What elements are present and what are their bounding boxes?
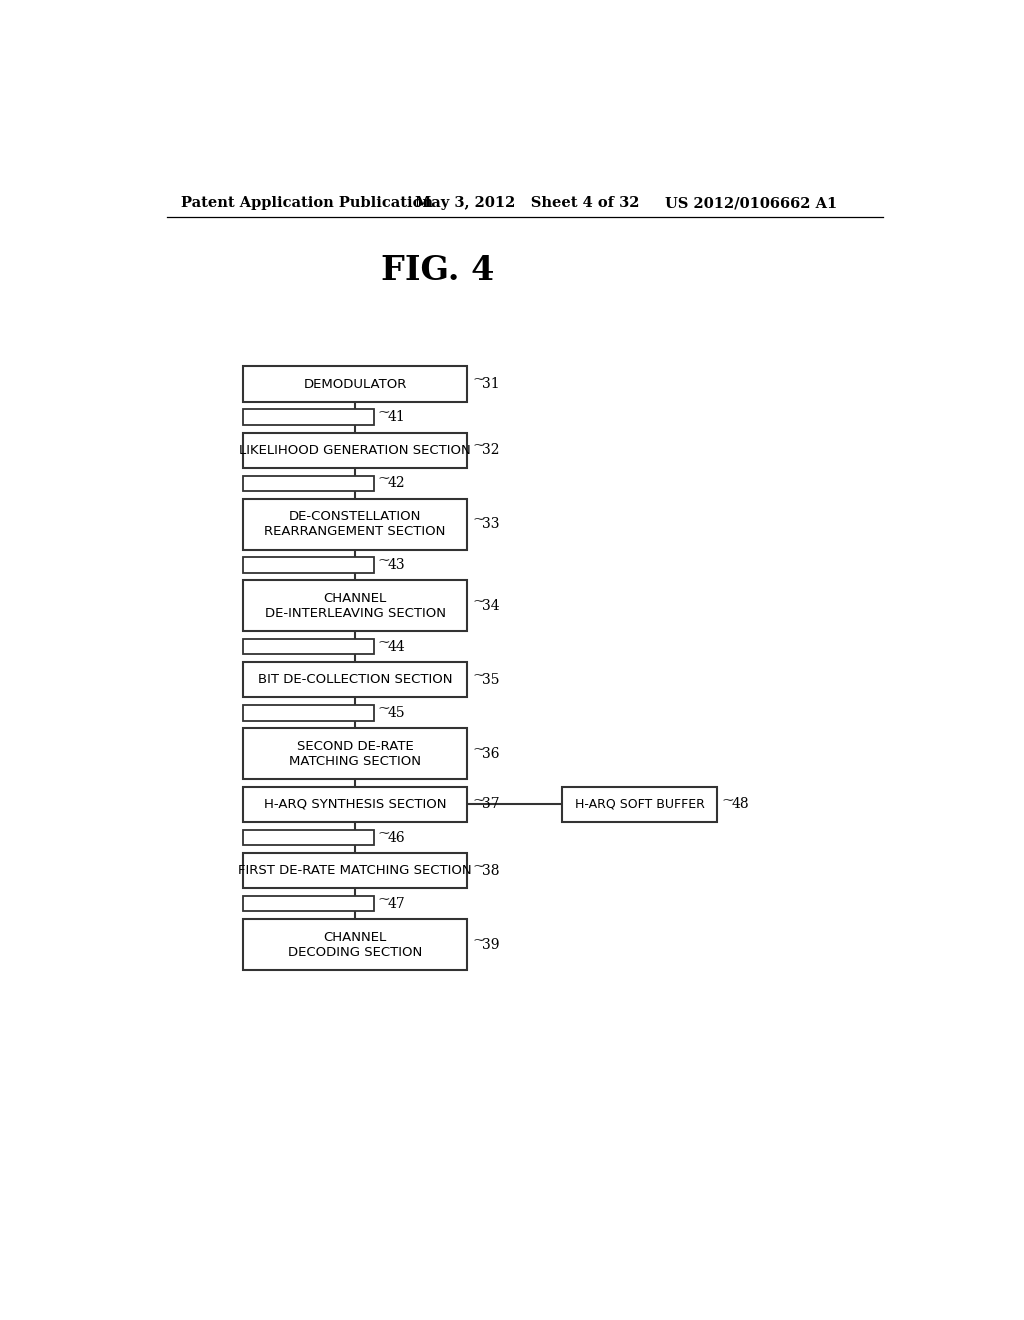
Text: 41: 41 — [388, 411, 406, 424]
Bar — [243, 499, 467, 549]
Text: ~: ~ — [378, 892, 390, 907]
Bar — [243, 919, 467, 970]
Text: ~: ~ — [378, 636, 390, 649]
Text: 44: 44 — [388, 640, 406, 653]
Bar — [243, 853, 467, 888]
Text: ~: ~ — [472, 595, 484, 609]
Text: 46: 46 — [388, 830, 406, 845]
Text: ~: ~ — [472, 859, 484, 874]
Text: ~: ~ — [378, 702, 390, 715]
Text: ~: ~ — [378, 473, 390, 487]
Bar — [562, 787, 717, 822]
Text: ~: ~ — [472, 374, 484, 387]
Text: 43: 43 — [388, 558, 406, 572]
Text: 35: 35 — [482, 673, 500, 686]
Text: May 3, 2012   Sheet 4 of 32: May 3, 2012 Sheet 4 of 32 — [415, 197, 639, 210]
Bar — [243, 896, 375, 911]
Bar — [243, 663, 467, 697]
Text: CHANNEL
DE-INTERLEAVING SECTION: CHANNEL DE-INTERLEAVING SECTION — [264, 591, 445, 620]
Bar — [243, 409, 375, 425]
Text: 36: 36 — [482, 747, 500, 760]
Bar — [243, 367, 467, 401]
Text: 31: 31 — [482, 378, 500, 391]
Bar — [243, 639, 375, 655]
Text: 48: 48 — [732, 797, 750, 812]
Text: 33: 33 — [482, 517, 500, 531]
Bar — [243, 830, 375, 845]
Bar — [243, 787, 467, 822]
Text: BIT DE-COLLECTION SECTION: BIT DE-COLLECTION SECTION — [258, 673, 453, 686]
Text: H-ARQ SYNTHESIS SECTION: H-ARQ SYNTHESIS SECTION — [264, 797, 446, 810]
Text: 34: 34 — [482, 599, 500, 612]
Text: SECOND DE-RATE
MATCHING SECTION: SECOND DE-RATE MATCHING SECTION — [289, 739, 421, 768]
Bar — [243, 729, 467, 779]
Text: ~: ~ — [472, 440, 484, 453]
Text: ~: ~ — [472, 513, 484, 527]
Text: ~: ~ — [472, 933, 484, 948]
Text: ~: ~ — [378, 826, 390, 841]
Bar — [243, 557, 375, 573]
Text: Patent Application Publication: Patent Application Publication — [180, 197, 433, 210]
Text: ~: ~ — [472, 669, 484, 682]
Text: 39: 39 — [482, 937, 500, 952]
Text: ~: ~ — [472, 743, 484, 756]
Text: LIKELIHOOD GENERATION SECTION: LIKELIHOOD GENERATION SECTION — [240, 444, 471, 457]
Bar — [243, 433, 467, 469]
Bar — [243, 475, 375, 491]
Text: ~: ~ — [472, 793, 484, 808]
Text: DEMODULATOR: DEMODULATOR — [303, 378, 407, 391]
Text: 45: 45 — [388, 706, 406, 719]
Text: 38: 38 — [482, 863, 500, 878]
Text: US 2012/0106662 A1: US 2012/0106662 A1 — [665, 197, 838, 210]
Text: FIG. 4: FIG. 4 — [381, 253, 495, 286]
Text: ~: ~ — [378, 407, 390, 420]
Text: ~: ~ — [722, 793, 734, 808]
Text: 32: 32 — [482, 444, 500, 457]
Text: 47: 47 — [388, 896, 406, 911]
Text: DE-CONSTELLATION
REARRANGEMENT SECTION: DE-CONSTELLATION REARRANGEMENT SECTION — [264, 510, 445, 539]
Bar — [243, 705, 375, 721]
Bar — [243, 581, 467, 631]
Text: FIRST DE-RATE MATCHING SECTION: FIRST DE-RATE MATCHING SECTION — [239, 865, 472, 878]
Text: 42: 42 — [388, 477, 406, 490]
Text: CHANNEL
DECODING SECTION: CHANNEL DECODING SECTION — [288, 931, 422, 958]
Text: ~: ~ — [378, 554, 390, 568]
Text: H-ARQ SOFT BUFFER: H-ARQ SOFT BUFFER — [574, 797, 705, 810]
Text: 37: 37 — [482, 797, 500, 812]
